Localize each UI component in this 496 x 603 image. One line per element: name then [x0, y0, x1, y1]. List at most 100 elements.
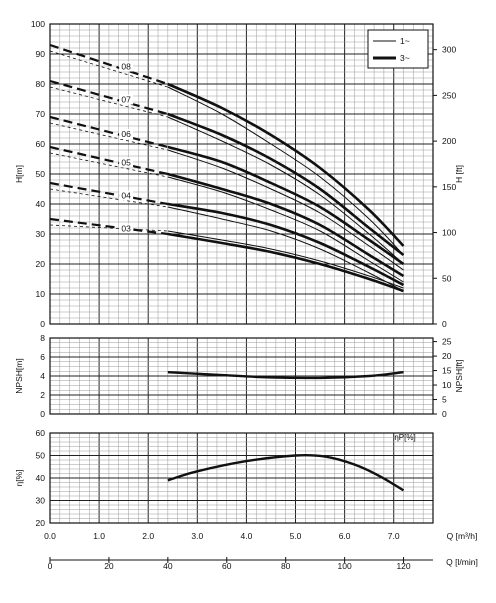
- x-tick-lmin: 100: [338, 561, 352, 571]
- head-curve-04-3ph: [167, 202, 405, 287]
- head-curve-03-dashed: [49, 217, 168, 236]
- x-tick-m3h: 0.0: [44, 531, 56, 541]
- panel-frame: [49, 23, 434, 325]
- y-tick-right: 200: [442, 136, 456, 146]
- curve-label: 06: [121, 129, 131, 139]
- y-tick-right: 150: [442, 182, 456, 192]
- y-axis-label-left: η[%]: [14, 469, 24, 486]
- y-tick-right: 15: [442, 366, 452, 376]
- head-curve-07-thin-dashed: [49, 86, 168, 118]
- curve-label-bg: [119, 190, 134, 201]
- head-curve-04-1ph: [167, 206, 404, 292]
- y-tick-left: 40: [36, 473, 46, 483]
- y-tick-left: 30: [36, 496, 46, 506]
- head-curve-07-dashed: [49, 79, 169, 116]
- y-tick-left: 20: [36, 259, 46, 269]
- curve-label: 08: [121, 62, 131, 72]
- x-tick-lmin: 40: [163, 561, 173, 571]
- curve-label-bg: [119, 157, 134, 168]
- y-tick-left: 0: [40, 409, 45, 419]
- head-curve-06-3ph: [167, 145, 405, 266]
- y-tick-left: 50: [36, 451, 46, 461]
- y-tick-right: 250: [442, 90, 456, 100]
- x-tick-m3h: 1.0: [93, 531, 105, 541]
- y-tick-left: 10: [36, 289, 46, 299]
- head-curve-08-thin-dashed: [49, 50, 168, 88]
- x-axis-label-m3h: Q [m³/h]: [447, 531, 478, 541]
- y-axis-label-right: NPSH[ft]: [454, 359, 464, 392]
- npsh-curve: [167, 371, 404, 380]
- head-curve-06-thin-dashed: [49, 122, 168, 151]
- legend-box: [367, 29, 429, 69]
- head-curve-06-1ph: [167, 149, 404, 271]
- panel-frame: [49, 432, 434, 524]
- y-tick-left: 70: [36, 109, 46, 119]
- head-curve-07-3ph: [167, 112, 405, 257]
- legend-label: 1~: [400, 36, 410, 46]
- efficiency-curve: [167, 453, 405, 492]
- head-curve-05-3ph: [167, 172, 405, 278]
- y-tick-left: 60: [36, 428, 46, 438]
- head-curve-04-dashed: [49, 181, 168, 206]
- x-tick-m3h: 4.0: [240, 531, 252, 541]
- x-tick-lmin: 80: [281, 561, 291, 571]
- curve-label: 05: [121, 158, 131, 168]
- head-curve-05-1ph: [167, 176, 404, 283]
- x-tick-lmin: 60: [222, 561, 232, 571]
- y-tick-left: 90: [36, 49, 46, 59]
- efficiency-annotation: ηP[%]: [394, 433, 415, 442]
- x-tick-lmin: 0: [48, 561, 53, 571]
- panel-frame: [49, 337, 434, 415]
- y-tick-left: 60: [36, 139, 46, 149]
- head-curve-05-dashed: [49, 145, 169, 176]
- curve-label-bg: [119, 223, 134, 234]
- y-tick-left: 30: [36, 229, 46, 239]
- legend-label: 3~: [400, 53, 410, 63]
- y-tick-left: 20: [36, 518, 46, 528]
- y-tick-right: 100: [442, 228, 456, 238]
- y-tick-left: 50: [36, 169, 46, 179]
- x-tick-m3h: 3.0: [191, 531, 203, 541]
- head-curve-08-3ph: [167, 82, 405, 247]
- curve-label: 04: [121, 191, 131, 201]
- y-tick-left: 40: [36, 199, 46, 209]
- y-tick-left: 8: [40, 333, 45, 343]
- head-curve-03-thin-dashed: [49, 224, 168, 232]
- y-tick-right: 50: [442, 273, 452, 283]
- x-tick-lmin: 120: [396, 561, 410, 571]
- y-tick-left: 2: [40, 390, 45, 400]
- head-curve-08-1ph: [167, 86, 404, 256]
- y-tick-right: 10: [442, 380, 452, 390]
- y-tick-right: 20: [442, 351, 452, 361]
- y-tick-left: 4: [40, 371, 45, 381]
- head-curve-05-thin-dashed: [49, 152, 168, 178]
- y-tick-left: 80: [36, 79, 46, 89]
- x-tick-m3h: 2.0: [142, 531, 154, 541]
- curve-label-bg: [119, 94, 134, 105]
- y-tick-right: 0: [442, 409, 447, 419]
- x-tick-m3h: 5.0: [290, 531, 302, 541]
- y-tick-right: 0: [442, 319, 447, 329]
- x-tick-lmin: 20: [104, 561, 114, 571]
- x-tick-m3h: 7.0: [388, 531, 400, 541]
- x-axis-label-lmin: Q [l/min]: [446, 557, 478, 567]
- y-tick-right: 25: [442, 337, 452, 347]
- y-tick-left: 6: [40, 352, 45, 362]
- y-tick-left: 0: [40, 319, 45, 329]
- head-curve-06-dashed: [49, 115, 169, 149]
- head-curve-08-dashed: [49, 43, 169, 86]
- y-tick-left: 100: [31, 19, 45, 29]
- y-axis-label-left: H[m]: [14, 165, 24, 183]
- y-tick-right: 300: [442, 45, 456, 55]
- curve-label: 03: [121, 224, 131, 234]
- curve-label-bg: [119, 61, 134, 72]
- head-curve-07-1ph: [167, 116, 404, 265]
- y-axis-label-left: NPSH[m]: [14, 358, 24, 393]
- head-curve-03-3ph: [167, 232, 404, 293]
- head-curve-04-thin-dashed: [49, 188, 168, 208]
- head-curve-03-1ph: [167, 230, 404, 289]
- curve-label-bg: [119, 129, 134, 139]
- y-axis-label-right: H [ft]: [454, 165, 464, 183]
- y-tick-right: 5: [442, 395, 447, 405]
